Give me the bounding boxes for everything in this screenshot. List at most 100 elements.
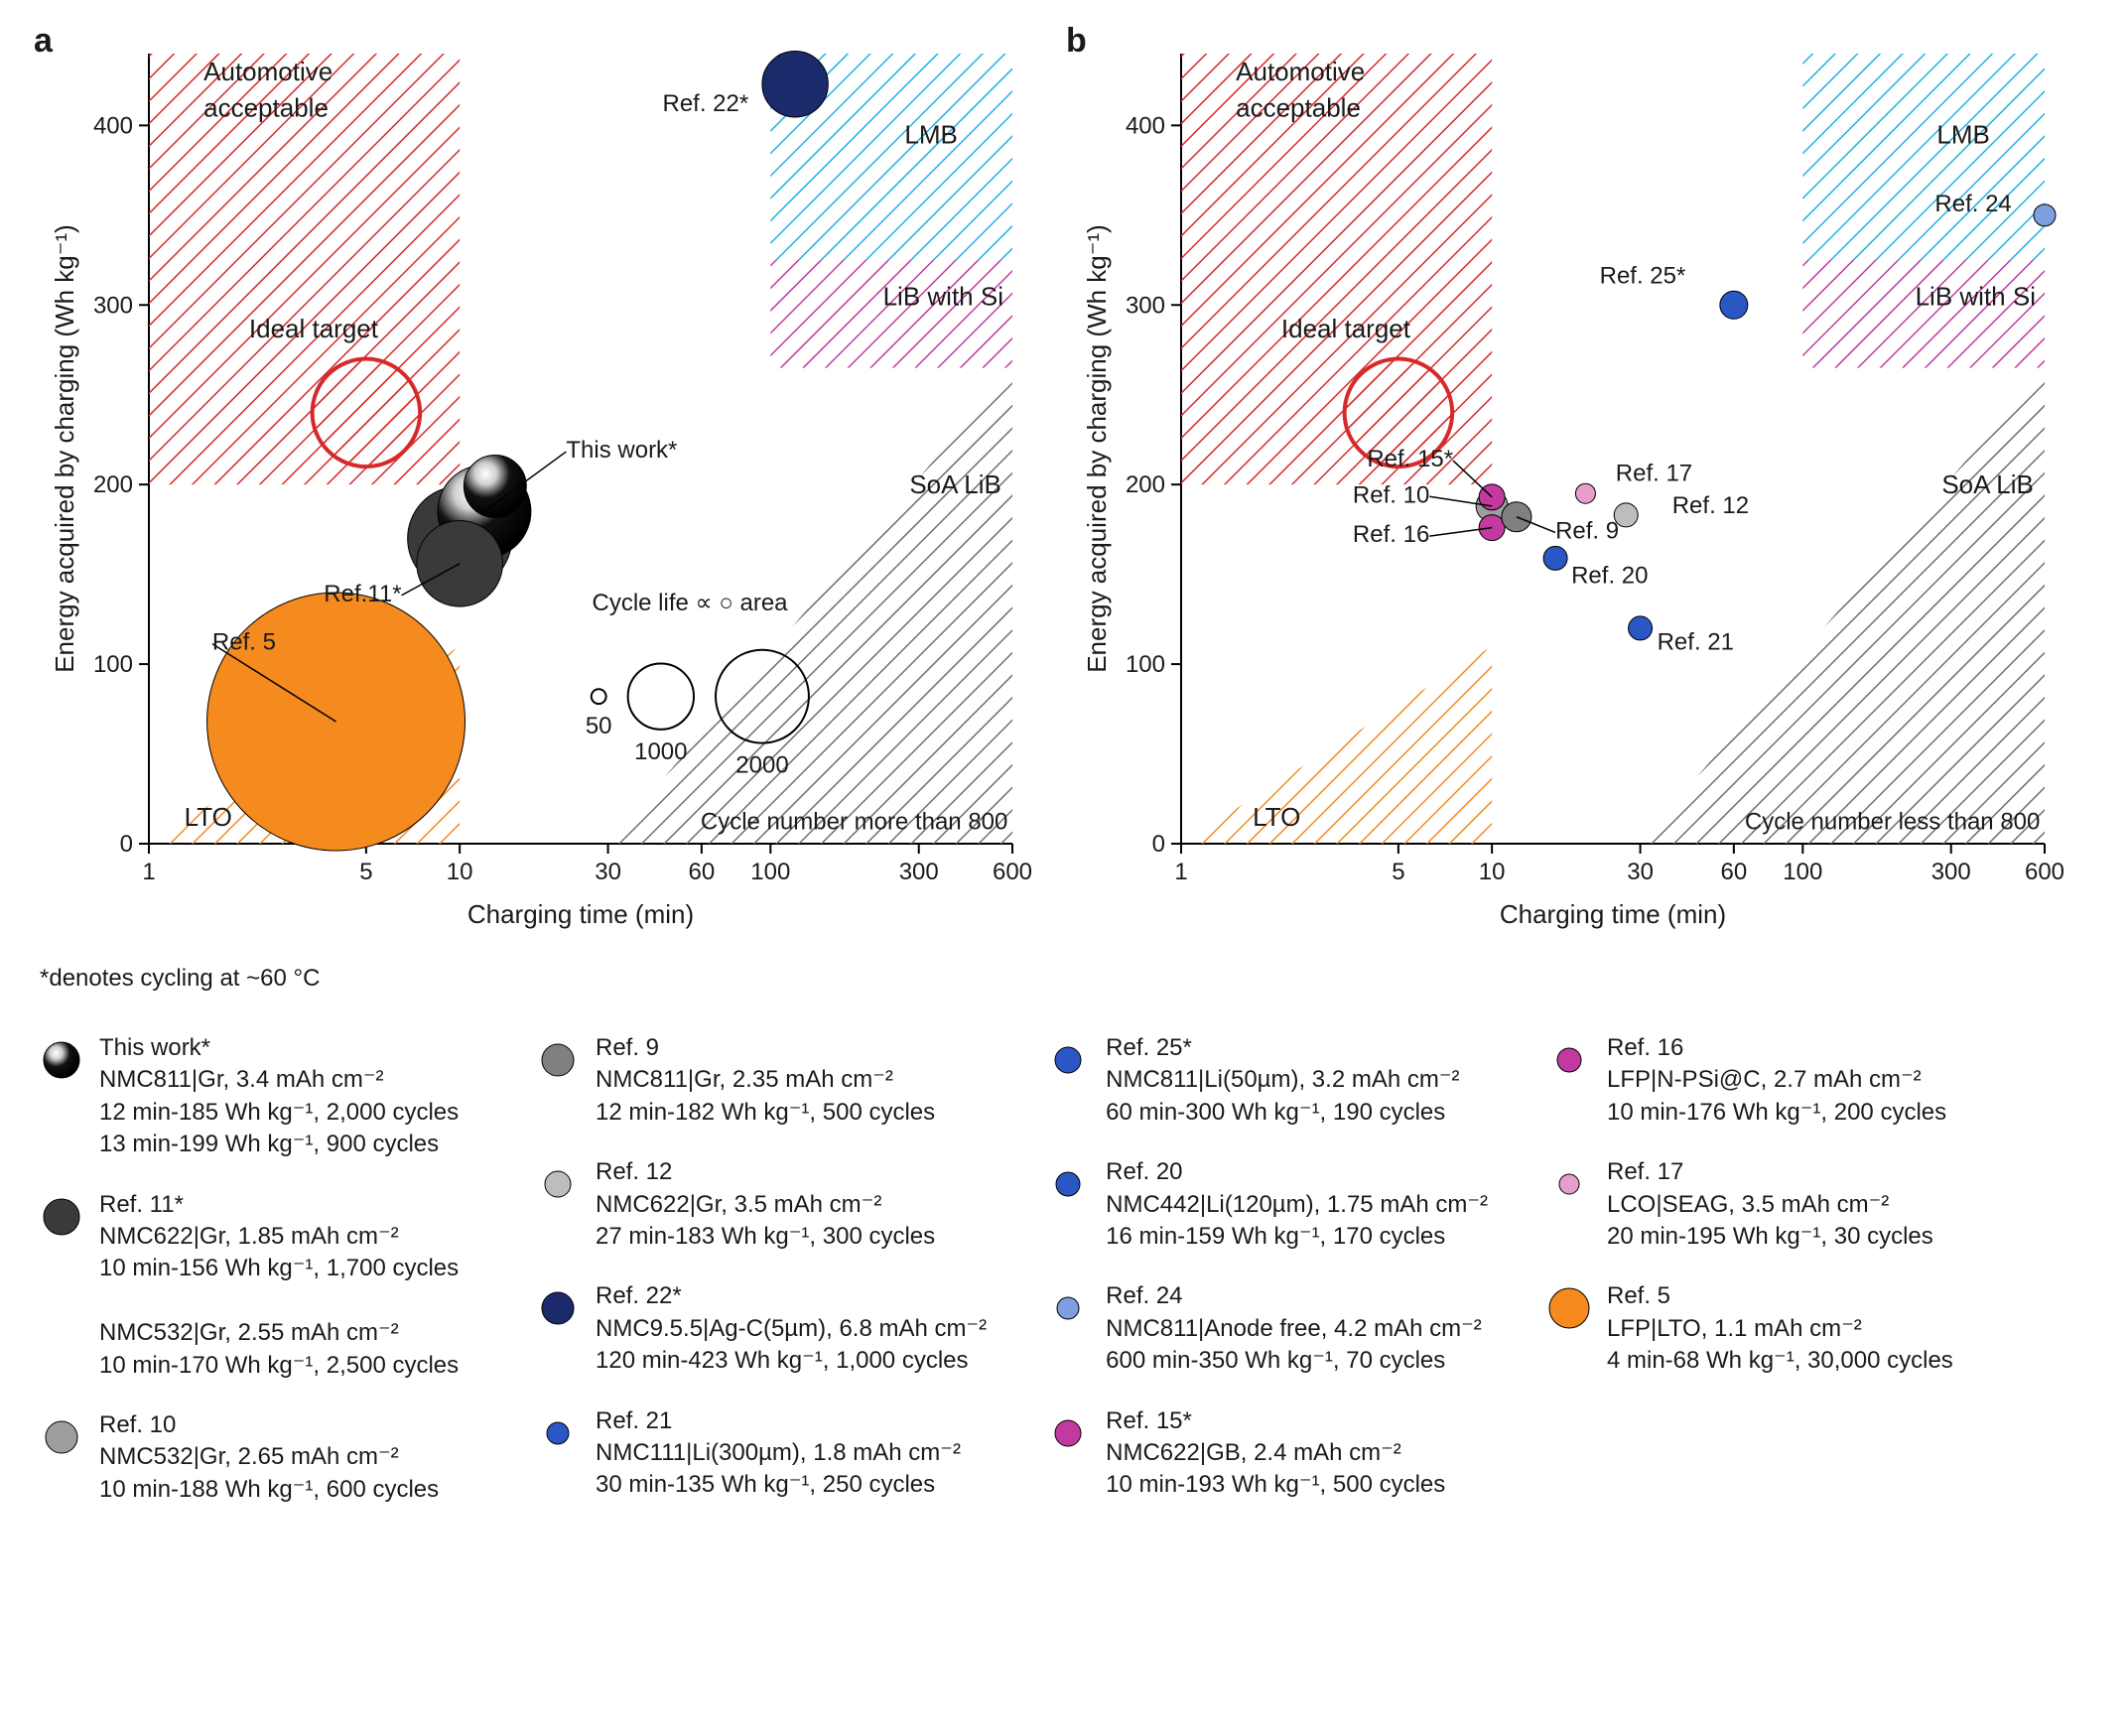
legend-title: Ref. 17 [1607,1156,1933,1188]
legend-title: Ref. 5 [1607,1280,1953,1312]
legend-text: Ref. 22*NMC9.5.5|Ag-C(5µm), 6.8 mAh cm⁻²… [596,1280,987,1377]
svg-text:0: 0 [1152,831,1165,858]
legend-title: This work* [99,1032,459,1064]
svg-text:1: 1 [142,859,155,885]
svg-text:Ref. 16: Ref. 16 [1353,521,1429,548]
legend-item: Ref. 11*NMC622|Gr, 1.85 mAh cm⁻²10 min-1… [40,1189,476,1382]
svg-text:300: 300 [899,859,939,885]
legend-col-2: Ref. 25*NMC811|Li(50µm), 3.2 mAh cm⁻²60 … [1046,1032,1488,1506]
svg-text:100: 100 [93,651,133,678]
legend-title: Ref. 20 [1106,1156,1488,1188]
svg-text:Ref. 25*: Ref. 25* [1600,263,1686,290]
legend-title: Ref. 21 [596,1405,961,1437]
legend-line: LCO|SEAG, 3.5 mAh cm⁻² [1607,1189,1933,1221]
legend-line: NMC111|Li(300µm), 1.8 mAh cm⁻² [596,1437,961,1469]
svg-text:400: 400 [93,112,133,139]
svg-text:SoA LiB: SoA LiB [909,469,1001,499]
legend-text: This work*NMC811|Gr, 3.4 mAh cm⁻²12 min-… [99,1032,459,1161]
svg-text:400: 400 [1126,112,1165,139]
legend-line: 20 min-195 Wh kg⁻¹, 30 cycles [1607,1221,1933,1253]
legend-swatch [1046,1038,1090,1082]
svg-text:5: 5 [1392,859,1404,885]
legend-text: Ref. 12NMC622|Gr, 3.5 mAh cm⁻²27 min-183… [596,1156,935,1253]
legend-line: NMC622|Gr, 3.5 mAh cm⁻² [596,1189,935,1221]
legend-swatch [40,1038,83,1082]
legend-line: 12 min-182 Wh kg⁻¹, 500 cycles [596,1097,935,1129]
svg-text:LiB with Si: LiB with Si [1916,281,2036,311]
svg-text:2000: 2000 [735,752,788,779]
legend-line: 60 min-300 Wh kg⁻¹, 190 cycles [1106,1097,1459,1129]
legend-line: NMC532|Gr, 2.65 mAh cm⁻² [99,1441,439,1473]
legend-title: Ref. 24 [1106,1280,1482,1312]
legend-item: Ref. 20NMC442|Li(120µm), 1.75 mAh cm⁻²16… [1046,1156,1488,1253]
legend-line: NMC532|Gr, 2.55 mAh cm⁻² [99,1317,459,1349]
point-ref20 [1543,546,1567,570]
legend-line: 13 min-199 Wh kg⁻¹, 900 cycles [99,1129,459,1160]
svg-text:50: 50 [586,713,612,739]
legend-line: NMC811|Gr, 3.4 mAh cm⁻² [99,1064,459,1096]
legend-line: NMC811|Anode free, 4.2 mAh cm⁻² [1106,1313,1482,1345]
legend-text: Ref. 9NMC811|Gr, 2.35 mAh cm⁻²12 min-182… [596,1032,935,1129]
legend-swatch [536,1286,580,1330]
svg-text:Ref. 10: Ref. 10 [1353,481,1429,508]
svg-text:LTO: LTO [1253,802,1300,832]
legend-text: Ref. 24NMC811|Anode free, 4.2 mAh cm⁻²60… [1106,1280,1482,1377]
legend-swatch [1547,1286,1591,1330]
svg-text:30: 30 [1627,859,1654,885]
svg-text:100: 100 [750,859,790,885]
svg-text:600: 600 [2025,859,2064,885]
point-ref16 [1479,515,1505,541]
legend-item: Ref. 17LCO|SEAG, 3.5 mAh cm⁻²20 min-195 … [1547,1156,1984,1253]
legend-title: Ref. 15* [1106,1405,1445,1437]
svg-text:100: 100 [1783,859,1822,885]
svg-text:Ref. 12: Ref. 12 [1672,492,1749,519]
legend-line: 10 min-176 Wh kg⁻¹, 200 cycles [1607,1097,1946,1129]
point-ref17 [1575,483,1595,503]
legend-item: Ref. 10NMC532|Gr, 2.65 mAh cm⁻²10 min-18… [40,1409,476,1506]
svg-text:Charging time (min): Charging time (min) [1500,899,1726,929]
legend-item: Ref. 25*NMC811|Li(50µm), 3.2 mAh cm⁻²60 … [1046,1032,1488,1129]
legend-text: Ref. 5LFP|LTO, 1.1 mAh cm⁻²4 min-68 Wh k… [1607,1280,1953,1377]
legend-item: Ref. 24NMC811|Anode free, 4.2 mAh cm⁻²60… [1046,1280,1488,1377]
legend-line: 10 min-156 Wh kg⁻¹, 1,700 cycles [99,1253,459,1284]
svg-text:600: 600 [993,859,1032,885]
legend-line: 12 min-185 Wh kg⁻¹, 2,000 cycles [99,1097,459,1129]
svg-text:Ref. 22*: Ref. 22* [662,90,748,117]
legend-swatch [1547,1038,1591,1082]
legend-title: Ref. 22* [596,1280,987,1312]
svg-text:Cycle number less than 800: Cycle number less than 800 [1745,809,2040,836]
legend-item: Ref. 5LFP|LTO, 1.1 mAh cm⁻²4 min-68 Wh k… [1547,1280,1984,1377]
legend-col-1: Ref. 9NMC811|Gr, 2.35 mAh cm⁻²12 min-182… [536,1032,987,1506]
legend-item: Ref. 9NMC811|Gr, 2.35 mAh cm⁻²12 min-182… [536,1032,987,1129]
legend-line: NMC811|Gr, 2.35 mAh cm⁻² [596,1064,935,1096]
svg-text:1000: 1000 [634,738,687,765]
legend-swatch [536,1038,580,1082]
svg-text:30: 30 [595,859,621,885]
panel-a-plot: 151030601003006000100200300400Charging t… [40,30,1032,943]
legend-line: NMC442|Li(120µm), 1.75 mAh cm⁻² [1106,1189,1488,1221]
svg-text:0: 0 [120,831,133,858]
legend-swatch [536,1411,580,1455]
bubble-ref22 [762,52,828,117]
point-ref24 [2034,204,2056,226]
legend-line: 10 min-188 Wh kg⁻¹, 600 cycles [99,1474,439,1506]
footnote: *denotes cycling at ~60 °C [40,965,2088,993]
legend-text: Ref. 15*NMC622|GB, 2.4 mAh cm⁻²10 min-19… [1106,1405,1445,1502]
svg-text:Ref. 24: Ref. 24 [1934,191,2011,217]
svg-text:Energy acquired by charging (W: Energy acquired by charging (Wh kg⁻¹) [1082,224,1112,673]
svg-text:acceptable: acceptable [203,92,329,122]
legend-title: Ref. 12 [596,1156,935,1188]
legend-line: LFP|N-PSi@C, 2.7 mAh cm⁻² [1607,1064,1946,1096]
legend-line: 600 min-350 Wh kg⁻¹, 70 cycles [1106,1345,1482,1377]
legend: This work*NMC811|Gr, 3.4 mAh cm⁻²12 min-… [40,1032,2088,1506]
svg-text:Ref. 20: Ref. 20 [1571,563,1648,590]
svg-text:LMB: LMB [904,119,957,149]
legend-col-3: Ref. 16LFP|N-PSi@C, 2.7 mAh cm⁻²10 min-1… [1547,1032,1984,1506]
legend-line: NMC811|Li(50µm), 3.2 mAh cm⁻² [1106,1064,1459,1096]
legend-swatch [40,1415,83,1459]
legend-col-0: This work*NMC811|Gr, 3.4 mAh cm⁻²12 min-… [40,1032,476,1506]
legend-title: Ref. 9 [596,1032,935,1064]
legend-text: Ref. 10NMC532|Gr, 2.65 mAh cm⁻²10 min-18… [99,1409,439,1506]
svg-text:This work*: This work* [566,437,677,464]
svg-text:Ref. 15*: Ref. 15* [1367,446,1453,472]
